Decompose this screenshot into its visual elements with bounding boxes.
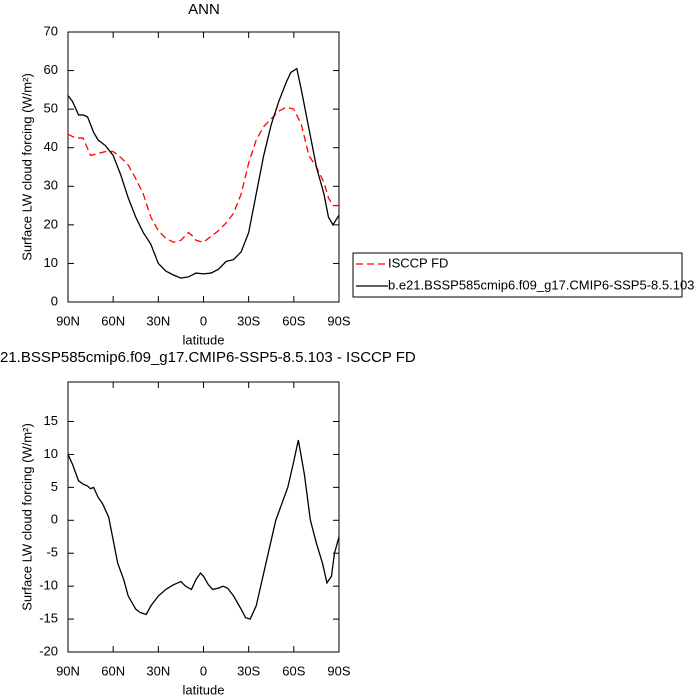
y-tick-label: 0 (51, 512, 58, 527)
x-axis-label: latitude (183, 682, 225, 697)
y-tick-label: -15 (39, 611, 58, 626)
x-tick-label: 60N (101, 313, 125, 328)
y-tick-label: 60 (44, 62, 58, 77)
y-axis-label: Surface LW cloud forcing (W/m²) (19, 73, 34, 261)
y-axis-label: Surface LW cloud forcing (W/m²) (19, 423, 34, 611)
legend-label: b.e21.BSSP585cmip6.f09_g17.CMIP6-SSP5-8.… (388, 277, 694, 292)
y-tick-label: 30 (44, 178, 58, 193)
y-tick-label: 70 (44, 23, 58, 38)
y-tick-label: 40 (44, 139, 58, 154)
data-line (67, 439, 340, 620)
x-axis-label: latitude (183, 332, 225, 347)
y-tick-label: -5 (46, 545, 58, 560)
y-tick-label: 10 (44, 446, 58, 461)
x-tick-label: 90S (327, 313, 350, 328)
plot-frame (67, 31, 340, 303)
legend-label: ISCCP FD (388, 255, 448, 270)
x-tick-label: 0 (200, 663, 207, 678)
x-tick-label: 60S (282, 663, 305, 678)
y-tick-label: 5 (51, 479, 58, 494)
x-tick-label: 30N (146, 313, 170, 328)
x-tick-label: 60N (101, 663, 125, 678)
x-tick-label: 90N (56, 313, 80, 328)
x-tick-label: 0 (200, 313, 207, 328)
chart-title: 21.BSSP585cmip6.f09_g17.CMIP6-SSP5-8.5.1… (0, 349, 416, 366)
y-tick-label: -20 (39, 643, 58, 658)
y-tick-label: -10 (39, 578, 58, 593)
x-tick-label: 90N (56, 663, 80, 678)
data-line (67, 106, 339, 243)
y-tick-label: 20 (44, 216, 58, 231)
y-tick-label: 50 (44, 101, 58, 116)
x-tick-label: 30N (146, 663, 170, 678)
x-tick-label: 60S (282, 313, 305, 328)
x-tick-label: 30S (237, 313, 260, 328)
y-tick-label: 10 (44, 255, 58, 270)
x-tick-label: 90S (327, 663, 350, 678)
x-tick-label: 30S (237, 663, 260, 678)
y-tick-label: 0 (51, 293, 58, 308)
chart-title: ANN (188, 1, 220, 18)
legend-box (352, 252, 683, 298)
data-line (67, 67, 340, 279)
y-tick-label: 15 (44, 413, 58, 428)
